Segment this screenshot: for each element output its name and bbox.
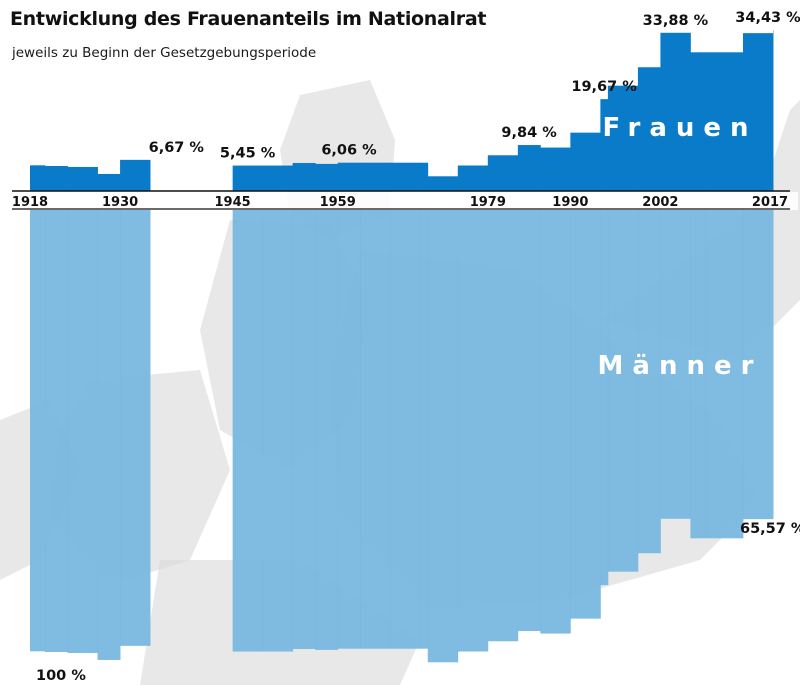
data-label-frauen-2017: 34,43 % [735, 10, 800, 26]
bar-frauen-1983 [517, 145, 541, 191]
bar-maenner-2006 [690, 210, 706, 539]
data-label-frauen-1994: 19,67 % [571, 79, 637, 95]
x-tick-label-2017: 2017 [752, 195, 788, 210]
bar-frauen-1959 [337, 162, 361, 191]
bar-frauen-1986 [540, 147, 571, 191]
maenner-series [30, 210, 774, 663]
bar-frauen-1966 [390, 162, 421, 191]
bar-frauen-1979 [487, 155, 519, 191]
bar-frauen-1920 [45, 166, 68, 191]
data-label-maenner-2017: 65,57 % [740, 521, 800, 537]
bar-maenner-1971 [427, 210, 459, 663]
bar-frauen-2002 [660, 32, 691, 191]
bar-frauen-1956 [315, 163, 339, 191]
bar-maenner-1999 [637, 210, 661, 554]
bar-frauen-2006 [690, 52, 706, 191]
bar-maenner-1962 [360, 210, 391, 649]
bar-maenner-1930 [120, 210, 151, 646]
x-tick-label-1945: 1945 [215, 195, 251, 210]
data-label-frauen-1930: 6,67 % [149, 140, 205, 156]
bar-frauen-1975 [457, 165, 489, 191]
x-axis: 1918 1930 1945 1959 1979 1990 2002 2017 [8, 190, 798, 210]
bar-frauen-1923 [67, 166, 98, 191]
bar-frauen-1971 [427, 176, 459, 191]
bar-maenner-1994 [600, 210, 609, 586]
bar-frauen-1945 [232, 165, 264, 191]
bar-maenner-1918 [30, 210, 46, 652]
bar-maenner-1953 [292, 210, 316, 649]
frauen-series [30, 30, 774, 192]
data-label-frauen-1945: 5,45 % [220, 146, 276, 162]
bar-frauen-1994 [600, 99, 609, 191]
bar-frauen-1970 [420, 162, 429, 191]
bar-frauen-1949 [262, 165, 294, 191]
data-label-frauen-2002: 33,88 % [643, 13, 709, 29]
bar-maenner-1927 [97, 210, 121, 660]
bar-maenner-1945 [232, 210, 264, 652]
x-tick-label-2002: 2002 [642, 195, 678, 210]
bar-frauen-1999 [637, 67, 661, 191]
x-tick-label-1930: 1930 [102, 195, 138, 210]
bar-frauen-1918 [30, 165, 46, 191]
bar-maenner-1970 [420, 210, 429, 649]
bar-frauen-2013 [742, 33, 774, 192]
x-tick-label-1918: 1918 [12, 195, 48, 210]
data-labels: 6,67 % 5,45 % 6,06 % 9,84 % 19,67 % 33,88 % 34… [36, 10, 800, 684]
bar-maenner-1956 [315, 210, 339, 650]
series-label-maenner: Männer [598, 351, 763, 381]
bar-maenner-1966 [390, 210, 421, 649]
data-label-maenner-1918: 100 % [36, 668, 86, 684]
bar-maenner-1986 [540, 210, 571, 634]
bar-maenner-1983 [517, 210, 541, 632]
data-label-frauen-1983: 9,84 % [501, 125, 557, 141]
bar-maenner-2002 [660, 210, 691, 519]
bar-maenner-1995 [607, 210, 639, 572]
data-label-frauen-1959: 6,06 % [321, 143, 377, 159]
bar-maenner-1990 [570, 210, 601, 619]
bar-maenner-1949 [262, 210, 294, 652]
bar-frauen-1930 [120, 159, 151, 191]
series-label-frauen: Frauen [602, 113, 757, 143]
bar-frauen-1927 [97, 173, 121, 191]
chart-title: Entwicklung des Frauenanteils im Nationa… [6, 6, 493, 30]
bar-maenner-2013 [742, 210, 774, 520]
bar-frauen-2008 [705, 52, 744, 191]
x-tick-label-1990: 1990 [552, 195, 588, 210]
chart-subtitle: jeweils zu Beginn der Gesetzgebungsperio… [8, 44, 321, 62]
bar-maenner-1920 [45, 210, 68, 653]
bar-maenner-1959 [337, 210, 361, 649]
bar-maenner-1975 [457, 210, 489, 652]
bar-maenner-1979 [487, 210, 519, 642]
bar-frauen-1962 [360, 162, 391, 191]
bar-frauen-1953 [292, 162, 316, 191]
x-tick-label-1979: 1979 [470, 195, 506, 210]
x-tick-label-1959: 1959 [320, 195, 356, 210]
bar-frauen-1990 [570, 132, 601, 192]
bar-frauen-1995 [607, 85, 639, 191]
bar-maenner-1923 [67, 210, 98, 653]
x-axis-label-band [8, 192, 798, 210]
bar-maenner-2008 [705, 210, 744, 539]
